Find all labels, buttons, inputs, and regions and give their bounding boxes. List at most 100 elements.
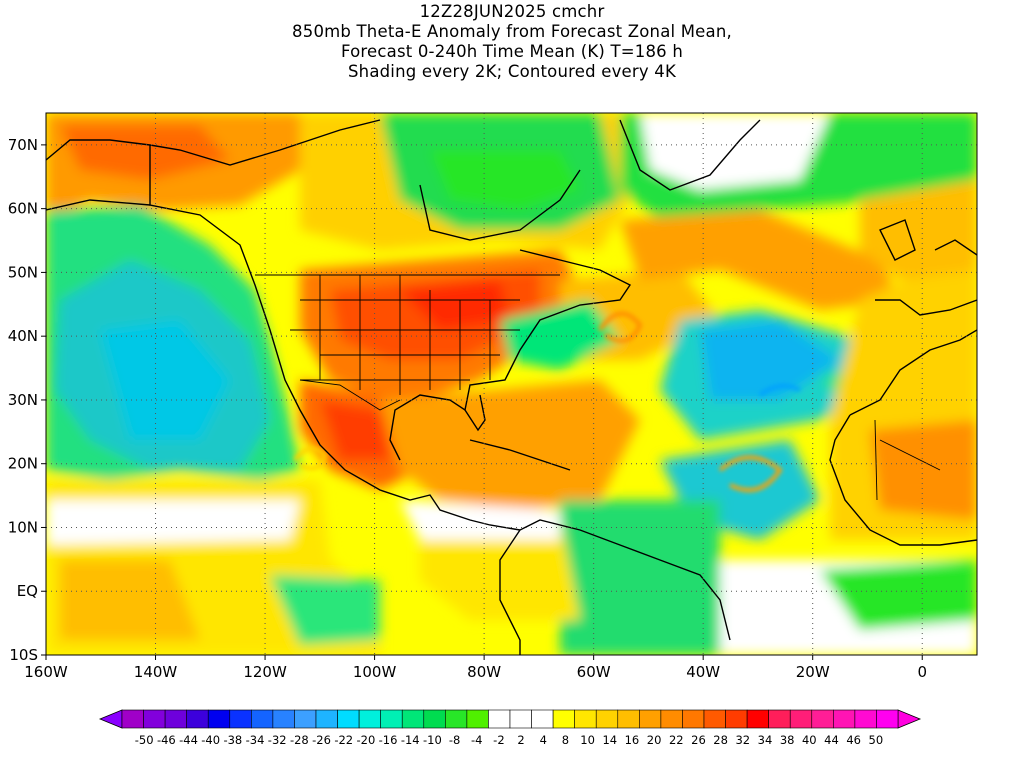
colorbar-swatch: [639, 709, 662, 729]
colorbar-swatch: [294, 709, 317, 729]
colorbar-swatch: [854, 709, 877, 729]
colorbar-swatch: [509, 709, 532, 729]
colorbar-swatch: [143, 709, 166, 729]
colorbar-swatch: [660, 709, 683, 729]
colorbar-label: 4: [540, 733, 547, 747]
lon-label: 40W: [686, 663, 720, 681]
colorbar-label: -32: [268, 733, 287, 747]
colorbar-swatch: [164, 709, 187, 729]
colorbar-swatch: [466, 709, 489, 729]
lat-label: EQ: [17, 582, 38, 600]
colorbar-swatch: [833, 709, 856, 729]
lon-label: 160W: [24, 663, 68, 681]
colorbar-swatch: [531, 709, 554, 729]
colorbar-label: 46: [846, 733, 861, 747]
colorbar-label: -4: [471, 733, 482, 747]
colorbar-swatch: [337, 709, 360, 729]
colorbar-swatch: [186, 709, 209, 729]
map-frame: [45, 112, 978, 656]
coastlines: [46, 119, 977, 655]
colorbar-label: 26: [691, 733, 706, 747]
title-line-4: Shading every 2K; Contoured every 4K: [347, 62, 677, 81]
colorbar-label: 16: [625, 733, 640, 747]
colorbar-swatch: [789, 709, 813, 729]
colorbar-swatch: [445, 709, 468, 729]
lat-label: 70N: [8, 136, 38, 154]
colorbar-swatch: [682, 709, 705, 729]
colorbar-swatch: [229, 709, 252, 729]
colorbar-label: -2: [493, 733, 504, 747]
lat-label: 40N: [8, 327, 38, 345]
lat-label: 20N: [8, 455, 38, 473]
colorbar-label: -16: [379, 733, 398, 747]
colorbar-label: -34: [246, 733, 265, 747]
colorbar-swatch: [768, 709, 791, 729]
lon-label: 100W: [353, 663, 397, 681]
lon-label: 120W: [243, 663, 287, 681]
colorbar-swatch: [401, 709, 425, 729]
colorbar-swatch: [811, 709, 834, 729]
colorbar-label: 34: [758, 733, 773, 747]
colorbar-swatch: [595, 709, 619, 729]
graticule: [46, 113, 977, 655]
colorbar-label: -8: [449, 733, 460, 747]
colorbar-left-arrow: [98, 709, 123, 729]
colorbar-swatch: [488, 709, 511, 729]
colorbar-label: -14: [401, 733, 420, 747]
lon-label: 0: [917, 663, 927, 681]
lon-label: 80W: [467, 663, 501, 681]
colorbar-label: 20: [647, 733, 662, 747]
colorbar-label: 28: [713, 733, 728, 747]
lat-label: 50N: [8, 263, 38, 281]
colorbar-label: 38: [780, 733, 795, 747]
colorbar: -50 -46 -44 -40 -38 -34 -32 -28 -26 -22 -20 -16 -14-…: [98, 709, 922, 747]
colorbar-swatch: [617, 709, 640, 729]
colorbar-swatch: [251, 709, 274, 729]
colorbar-label: 2: [517, 733, 524, 747]
lat-label: 30N: [8, 391, 38, 409]
colorbar-label: -46: [157, 733, 176, 747]
title-block: 12Z28JUN2025 cmchr 850mb Theta-E Anomaly…: [0, 2, 1024, 82]
colorbar-swatch: [876, 709, 899, 729]
lon-label: 20W: [796, 663, 830, 681]
colorbar-label: -26: [312, 733, 331, 747]
colorbar-swatch: [746, 709, 769, 729]
colorbar-swatch: [725, 709, 748, 729]
colorbar-swatch: [207, 709, 231, 729]
colorbar-swatch: [423, 709, 446, 729]
lat-label: 10N: [8, 518, 38, 536]
colorbar-label: -50: [135, 733, 154, 747]
title-line-1: 12Z28JUN2025 cmchr: [419, 2, 605, 21]
colorbar-label: 14: [602, 733, 617, 747]
colorbar-label: -40: [201, 733, 220, 747]
colorbar-swatch: [380, 709, 403, 729]
colorbar-label: 8: [562, 733, 569, 747]
colorbar-label: -22: [334, 733, 353, 747]
colorbar-swatch: [703, 709, 726, 729]
colorbar-label: 22: [669, 733, 684, 747]
borders: [149, 145, 941, 501]
colorbar-swatch: [574, 709, 597, 729]
title-line-3: Forecast 0-240h Time Mean (K) T=186 h: [341, 42, 683, 61]
colorbar-label: -38: [223, 733, 242, 747]
lon-label: 140W: [134, 663, 178, 681]
colorbar-label: -28: [290, 733, 309, 747]
colorbar-label: 32: [735, 733, 750, 747]
title-line-2: 850mb Theta-E Anomaly from Forecast Zona…: [292, 22, 732, 41]
lat-label: 10S: [9, 646, 38, 664]
colorbar-label: -10: [423, 733, 442, 747]
shaded-field: [46, 113, 977, 655]
colorbar-label: 40: [802, 733, 817, 747]
colorbar-swatch: [315, 709, 338, 729]
colorbar-label: -44: [179, 733, 198, 747]
colorbar-swatch: [272, 709, 295, 729]
colorbar-label: 10: [580, 733, 595, 747]
lon-label: 60W: [577, 663, 611, 681]
colorbar-right-arrow: [897, 709, 922, 729]
colorbar-label: -20: [356, 733, 375, 747]
colorbar-swatch: [358, 709, 381, 729]
colorbar-swatch: [121, 709, 144, 729]
colorbar-label: 44: [824, 733, 839, 747]
